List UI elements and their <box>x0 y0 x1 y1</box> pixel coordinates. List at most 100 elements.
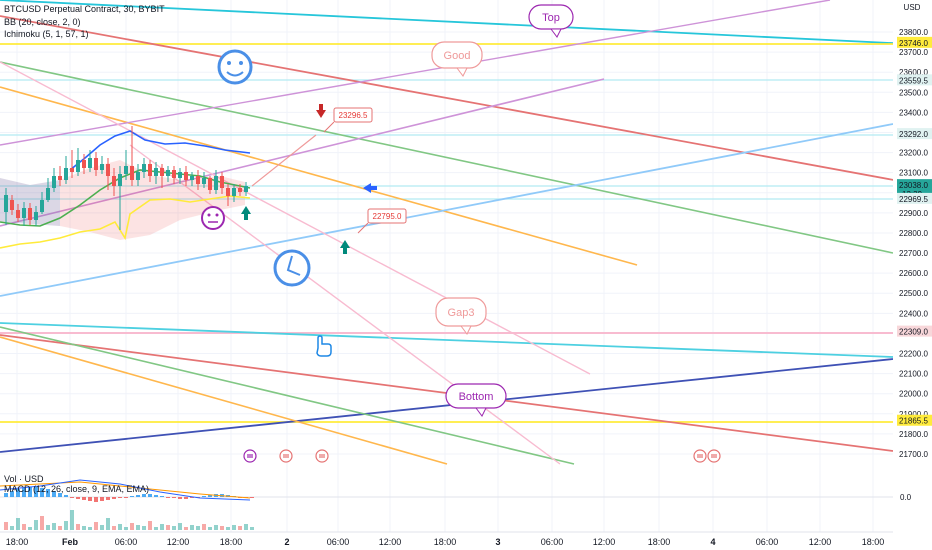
price-tick: 23400.0 <box>899 108 928 117</box>
macd-histogram-bar <box>88 497 92 501</box>
candle-body <box>76 160 80 172</box>
price-tick: 21900.0 <box>899 410 928 419</box>
macd-histogram-bar <box>172 497 176 498</box>
price-tick: 22900.0 <box>899 209 928 218</box>
event-marker-fill <box>711 454 717 458</box>
macd-histogram-bar <box>112 497 116 499</box>
volume-bar <box>208 527 212 530</box>
trend-line <box>0 0 932 46</box>
candle-body <box>136 172 140 180</box>
macd-histogram-bar <box>118 497 122 498</box>
candle-body <box>16 210 20 218</box>
bb-legend[interactable]: BB (20, close, 2, 0) <box>4 17 81 27</box>
macd-histogram-bar <box>94 497 98 502</box>
candle-body <box>70 168 74 172</box>
candle-body <box>142 164 146 172</box>
good-callout: Good <box>431 41 483 77</box>
candle-body <box>130 166 134 180</box>
macd-zero-label: 0.0 <box>900 493 912 502</box>
macd-histogram-bar <box>22 488 26 497</box>
smile-face-icon <box>217 49 253 85</box>
price-label: 23292.0 <box>897 128 932 140</box>
macd-title[interactable]: MACD (12, 26, close, 9, EMA, EMA) <box>4 484 150 494</box>
trend-line <box>0 123 894 297</box>
candle-body <box>64 168 68 180</box>
price-tick: 22800.0 <box>899 229 928 238</box>
macd-histogram-bar <box>76 497 80 499</box>
drawings: Top Good Gap3 Bottom 23296.5 22795.0 <box>201 4 721 463</box>
volume-bar <box>4 522 8 530</box>
price-label-bg <box>897 414 932 426</box>
macd-histogram-bar <box>82 497 86 500</box>
volume-bar <box>232 525 236 530</box>
time-tick: 18:00 <box>862 537 885 547</box>
volume-bar <box>106 518 110 530</box>
candle-body <box>190 176 194 180</box>
time-axis: 18:00 Feb 06:00 12:00 18:00 2 06:00 12:00 18:00 3… <box>0 531 893 547</box>
note-box <box>367 208 407 224</box>
macd-histogram-bar <box>148 494 152 497</box>
price-label-bg <box>897 36 932 48</box>
candle-body <box>160 168 164 176</box>
trend-line <box>0 322 894 358</box>
price-tick: 22600.0 <box>899 269 928 278</box>
candle-body <box>112 176 116 186</box>
trend-line <box>0 358 894 453</box>
candle-body <box>40 200 44 212</box>
macd-histogram-bar <box>178 497 182 499</box>
macd-histogram-bar <box>58 493 62 497</box>
trend-lines <box>0 0 932 465</box>
symbol-legend[interactable]: BTCUSD Perpetual Contract, 30, BYBIT <box>4 4 165 14</box>
us-flag-event-icon <box>315 449 329 463</box>
macd-histogram-bar <box>124 497 128 498</box>
candle-body <box>34 212 38 220</box>
volume-bar <box>16 518 20 530</box>
callout-label: Bottom <box>459 391 494 403</box>
candle-body <box>220 176 224 188</box>
macd-line <box>0 479 251 501</box>
candle-body <box>232 188 236 196</box>
trend-line <box>0 78 605 227</box>
candle-body <box>202 178 206 184</box>
callout-tail <box>460 325 472 335</box>
price-tick: 22100.0 <box>899 370 928 379</box>
volume-bar <box>34 520 38 530</box>
event-marker-fill <box>247 454 253 458</box>
macd-histogram-bar <box>52 491 56 497</box>
time-tick: 12:00 <box>379 537 402 547</box>
candle-body <box>124 166 128 174</box>
macd-histogram-bar <box>202 496 206 497</box>
volume-bar <box>190 525 194 530</box>
trend-line <box>129 144 561 465</box>
event-marker-fill <box>319 454 325 458</box>
callout-label: Gap3 <box>448 307 475 319</box>
volume-bar <box>46 525 50 530</box>
time-tick: 18:00 <box>6 537 29 547</box>
note-23296: 23296.5 <box>323 107 373 133</box>
price-label-text: 22969.5 <box>899 195 928 204</box>
macd-histogram-bar <box>160 496 164 497</box>
face-outline <box>201 206 225 230</box>
currency-label: USD <box>904 3 921 12</box>
volume-bar <box>58 526 62 530</box>
bottom-callout: Bottom <box>445 383 507 417</box>
time-tick: 2 <box>284 537 289 547</box>
callout-label: Good <box>444 50 471 62</box>
vol-title[interactable]: Vol · USD <box>4 474 44 484</box>
event-marker-fill <box>283 454 289 458</box>
ichimoku-legend[interactable]: Ichimoku (5, 1, 57, 1) <box>4 29 89 39</box>
top-callout: Top <box>528 4 574 38</box>
price-label: 23746.0 <box>897 36 932 48</box>
volume-bar <box>88 527 92 530</box>
price-label: 22309.0 <box>897 325 932 337</box>
volume-bar <box>166 525 170 530</box>
price-label-bg <box>897 74 932 86</box>
time-tick: 12:00 <box>593 537 616 547</box>
volume-bar <box>112 526 116 530</box>
candle-body <box>238 188 242 192</box>
candle-body <box>154 168 158 176</box>
down-arrow-icon <box>316 104 326 118</box>
price-axis: USD 21700.0 21800.0 21900.0 22000.0 22100.0 22… <box>893 0 932 550</box>
price-label-text: 23746.0 <box>899 39 928 48</box>
